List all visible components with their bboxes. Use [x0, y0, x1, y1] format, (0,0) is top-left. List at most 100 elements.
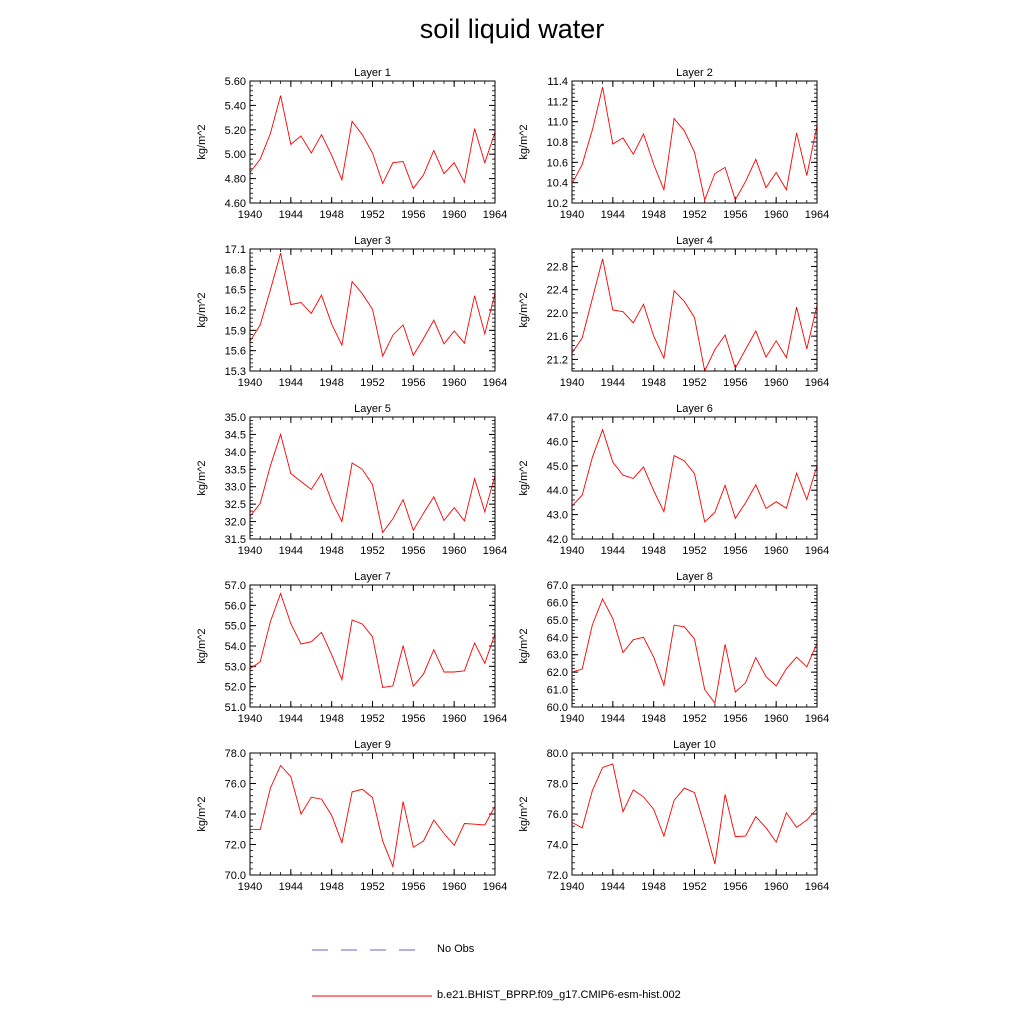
plot-frame [571, 752, 818, 876]
x-tick-label: 1964 [483, 545, 507, 557]
x-tick-label: 1956 [401, 545, 425, 557]
x-tick-label: 1964 [483, 881, 507, 893]
x-tick-label: 1940 [560, 377, 584, 389]
x-tick-label: 1944 [601, 713, 625, 725]
plot-frame [249, 752, 496, 876]
x-tick-label: 1956 [401, 209, 425, 221]
x-tick-label: 1944 [279, 713, 303, 725]
x-tick-label: 1956 [723, 209, 747, 221]
y-tick-label: 5.40 [225, 100, 246, 112]
x-tick-label: 1960 [764, 713, 788, 725]
y-axis-label: kg/m^2 [518, 460, 530, 495]
x-tick-label: 1944 [601, 545, 625, 557]
panel-3: Layer 3 kg/m^2 1940 1944 1948 1952 1956 1960 196… [196, 235, 507, 389]
x-tick-label: 1964 [805, 209, 829, 221]
panel-8: Layer 8 kg/m^2 1940 1944 1948 1952 1956 1960 196… [518, 571, 829, 725]
y-tick-label: 10.2 [547, 198, 568, 210]
x-tick-label: 1960 [442, 377, 466, 389]
y-tick-label: 22.8 [547, 261, 568, 273]
y-tick-label: 64.0 [547, 632, 568, 644]
plot-frame [249, 584, 496, 708]
y-tick-label: 44.0 [547, 485, 568, 497]
panel-6: Layer 6 kg/m^2 1940 1944 1948 1952 1956 1960 196… [518, 403, 829, 557]
y-tick-label: 32.5 [225, 499, 246, 511]
y-tick-label: 34.0 [225, 447, 246, 459]
x-tick-label: 1952 [682, 713, 706, 725]
series-line [249, 252, 496, 358]
panel-9: Layer 9 kg/m^2 1940 1944 1948 1952 1956 1960 196… [196, 739, 507, 893]
y-tick-label: 42.0 [547, 534, 568, 546]
x-tick-label: 1940 [238, 209, 262, 221]
y-tick-label: 47.0 [547, 412, 568, 424]
x-tick-label: 1948 [319, 713, 343, 725]
x-tick-label: 1948 [641, 881, 665, 893]
y-tick-label: 11.0 [547, 117, 568, 129]
x-tick-label: 1964 [805, 545, 829, 557]
series-line [571, 428, 818, 523]
y-tick-label: 10.8 [547, 137, 568, 149]
y-tick-label: 57.0 [225, 580, 246, 592]
panel-5: Layer 5 kg/m^2 1940 1944 1948 1952 1956 1960 196… [196, 403, 507, 557]
x-tick-label: 1952 [360, 377, 384, 389]
x-tick-label: 1940 [560, 713, 584, 725]
x-tick-label: 1944 [279, 881, 303, 893]
y-tick-label: 33.5 [225, 464, 246, 476]
x-tick-label: 1956 [723, 377, 747, 389]
y-tick-label: 61.0 [547, 685, 568, 697]
x-tick-label: 1940 [560, 209, 584, 221]
y-axis-label: kg/m^2 [196, 460, 208, 495]
panel-title: Layer 3 [354, 235, 391, 247]
y-tick-label: 21.2 [547, 354, 568, 366]
y-tick-label: 15.9 [225, 325, 246, 337]
y-tick-label: 34.5 [225, 429, 246, 441]
x-tick-label: 1940 [238, 545, 262, 557]
y-tick-label: 35.0 [225, 412, 246, 424]
y-tick-label: 15.6 [225, 346, 246, 358]
series-line [249, 592, 496, 689]
x-tick-label: 1952 [682, 209, 706, 221]
y-tick-label: 76.0 [225, 779, 246, 791]
x-tick-label: 1948 [319, 377, 343, 389]
y-axis-label: kg/m^2 [196, 292, 208, 327]
x-tick-label: 1964 [483, 377, 507, 389]
x-tick-label: 1948 [641, 209, 665, 221]
y-tick-label: 16.2 [225, 305, 246, 317]
x-tick-label: 1964 [805, 713, 829, 725]
y-tick-label: 78.0 [547, 779, 568, 791]
panel-2: Layer 2 kg/m^2 1940 1944 1948 1952 1956 1960 196… [518, 67, 829, 221]
panel-title: Layer 10 [673, 739, 716, 751]
y-tick-label: 54.0 [225, 641, 246, 653]
y-tick-label: 65.0 [547, 615, 568, 627]
x-tick-label: 1956 [401, 377, 425, 389]
legend-obs-swatch [312, 949, 422, 951]
plot-frame [571, 248, 818, 372]
x-tick-label: 1964 [483, 713, 507, 725]
x-tick-label: 1952 [360, 209, 384, 221]
y-tick-label: 72.0 [225, 840, 246, 852]
panel-title: Layer 2 [676, 67, 713, 79]
x-tick-label: 1944 [279, 209, 303, 221]
y-tick-label: 72.0 [547, 870, 568, 882]
series-line [571, 258, 818, 373]
y-tick-label: 60.0 [547, 702, 568, 714]
x-tick-label: 1960 [764, 377, 788, 389]
y-axis-label: kg/m^2 [518, 124, 530, 159]
y-tick-label: 63.0 [547, 650, 568, 662]
x-tick-label: 1944 [601, 209, 625, 221]
y-axis-label: kg/m^2 [196, 628, 208, 663]
page-title: soil liquid water [419, 14, 605, 44]
plot-frame [571, 416, 818, 540]
series-line [571, 86, 818, 202]
panel-title: Layer 4 [676, 235, 713, 247]
x-tick-label: 1948 [641, 545, 665, 557]
y-axis-label: kg/m^2 [196, 124, 208, 159]
y-tick-label: 52.0 [225, 682, 246, 694]
panel-title: Layer 8 [676, 571, 713, 583]
y-tick-label: 43.0 [547, 510, 568, 522]
x-tick-label: 1952 [682, 881, 706, 893]
y-tick-label: 17.1 [225, 244, 246, 256]
x-tick-label: 1956 [723, 713, 747, 725]
y-tick-label: 5.60 [225, 76, 246, 88]
panel-4: Layer 4 kg/m^2 1940 1944 1948 1952 1956 1960 196… [518, 235, 829, 389]
